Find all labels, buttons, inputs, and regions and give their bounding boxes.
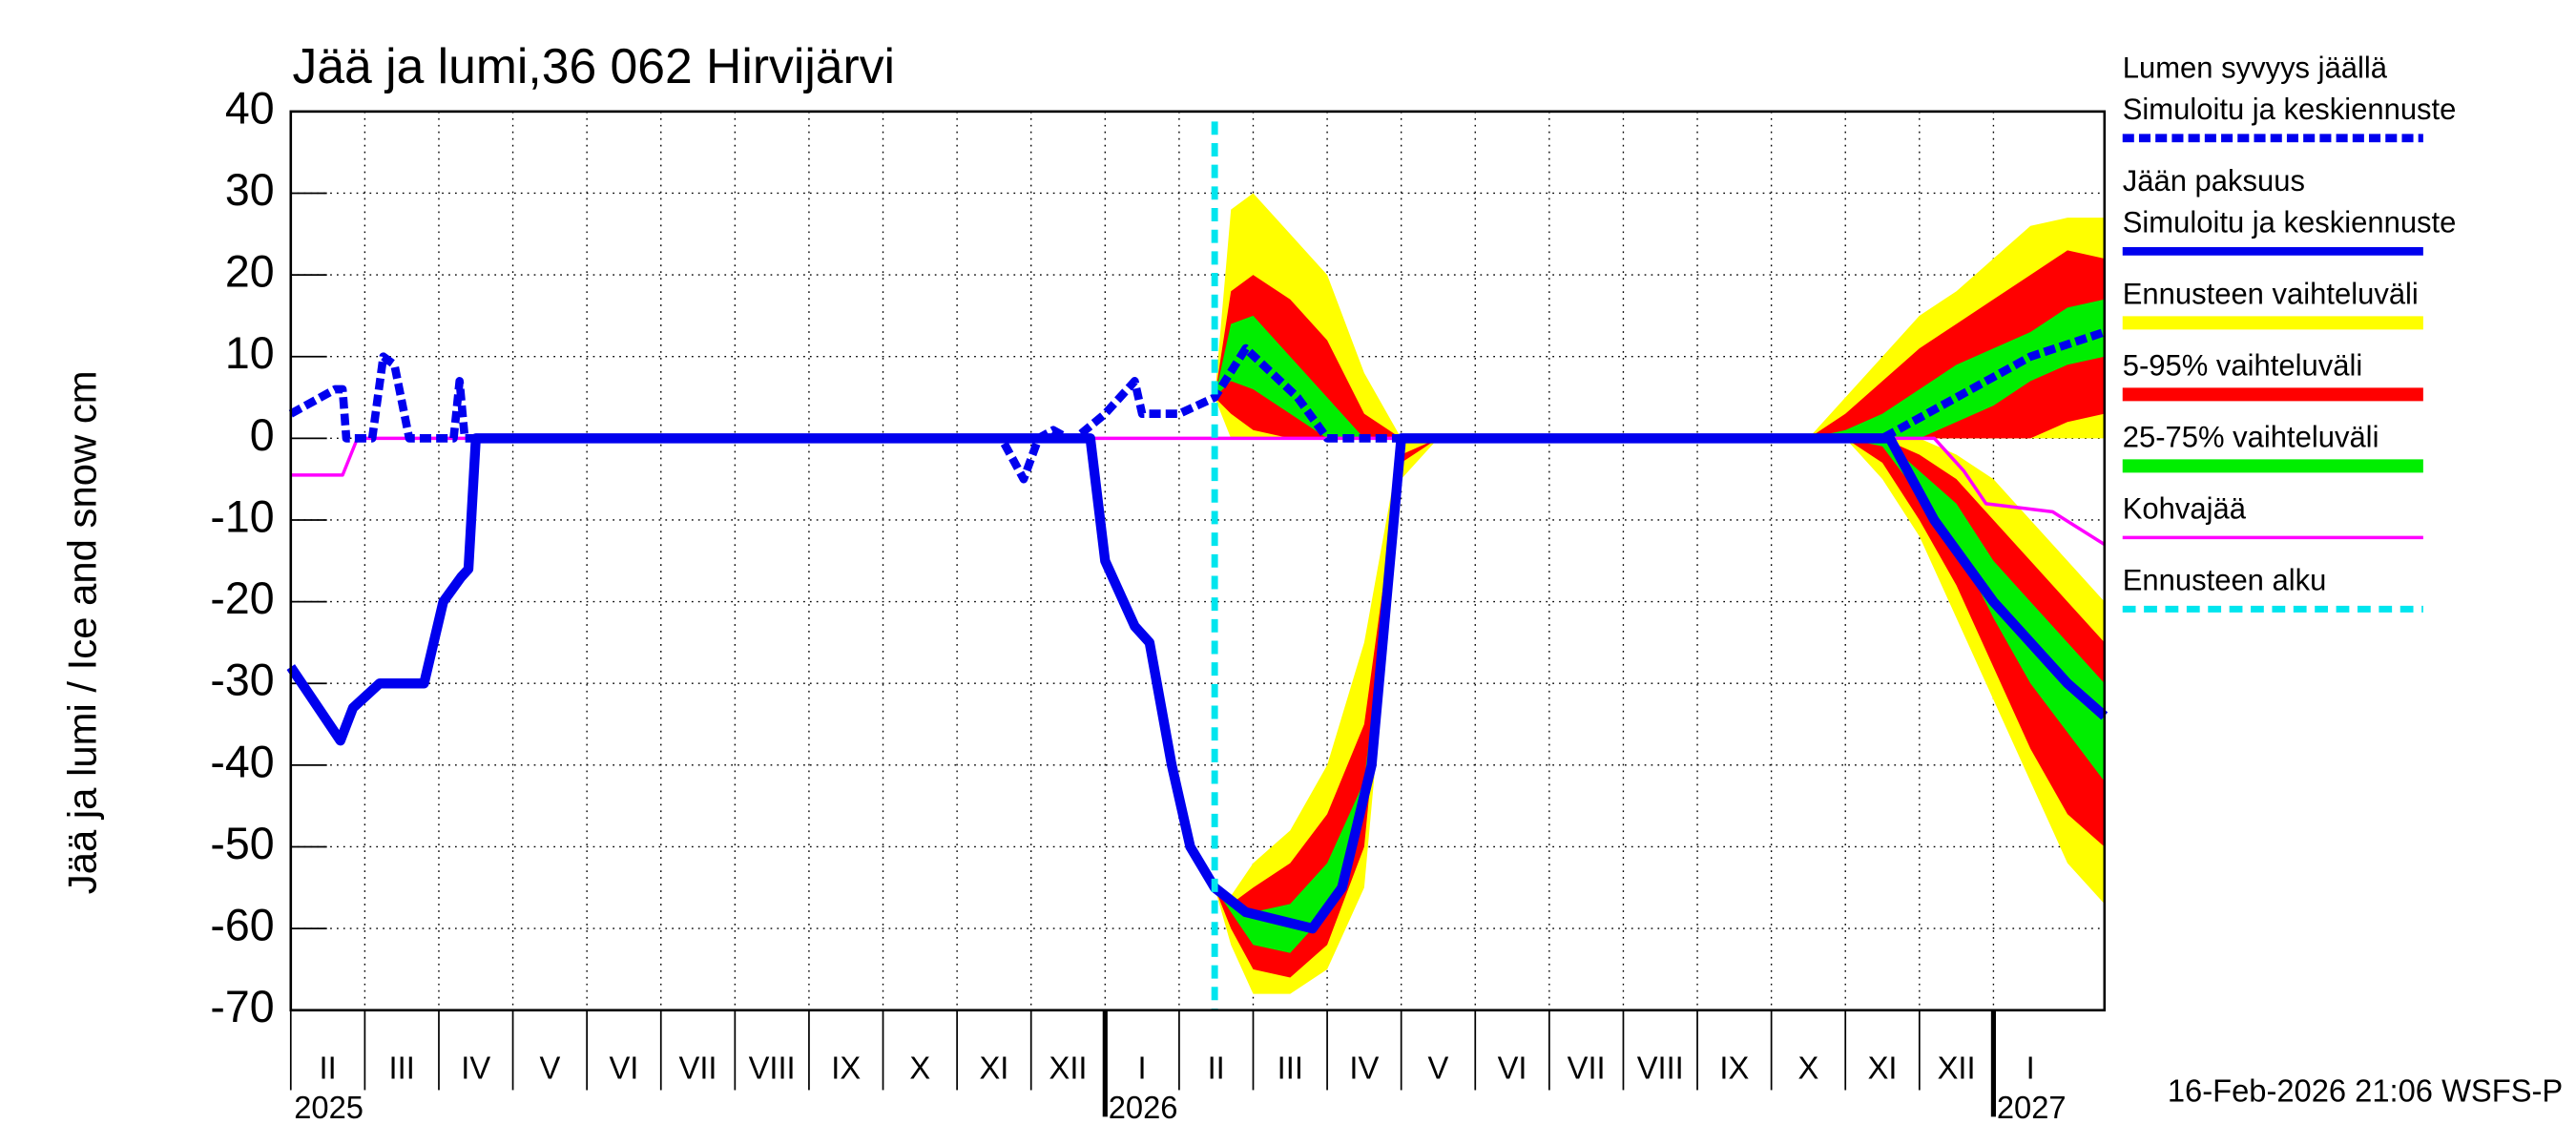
x-tick-label: VIII — [1637, 1050, 1684, 1085]
x-tick-label: III — [389, 1050, 415, 1085]
legend-label: Simuloitu ja keskiennuste — [2123, 206, 2457, 239]
chart-title: Jää ja lumi,36 062 Hirvijärvi — [293, 39, 896, 94]
year-label: 2026 — [1109, 1090, 1178, 1125]
y-tick-label: 0 — [250, 410, 275, 460]
forecast-band — [1215, 250, 2105, 439]
x-tick-label: IX — [1719, 1050, 1749, 1085]
x-tick-label: V — [1428, 1050, 1449, 1085]
x-tick-label: IV — [1349, 1050, 1379, 1085]
y-tick-label: 10 — [225, 328, 275, 378]
y-tick-label: -60 — [210, 900, 274, 949]
x-tick-label: XII — [1938, 1050, 1976, 1085]
x-tick-label: XI — [1868, 1050, 1898, 1085]
x-tick-label: IX — [831, 1050, 861, 1085]
y-tick-label: -30 — [210, 655, 274, 704]
legend-label: Lumen syvyys jäällä — [2123, 51, 2388, 84]
x-tick-label: XII — [1049, 1050, 1088, 1085]
x-tick-label: X — [1798, 1050, 1819, 1085]
year-label: 2027 — [1997, 1090, 2067, 1125]
y-tick-label: -40 — [210, 737, 274, 786]
x-tick-label: IV — [461, 1050, 490, 1085]
legend-label: Kohvajää — [2123, 492, 2247, 526]
legend-label: 25-75% vaihteluväli — [2123, 421, 2379, 454]
x-tick-label: VII — [679, 1050, 717, 1085]
legend-label: Simuloitu ja keskiennuste — [2123, 93, 2457, 126]
y-tick-label: -10 — [210, 491, 274, 541]
legend-label: 5-95% vaihteluväli — [2123, 349, 2362, 383]
legend-label: Ennusteen alku — [2123, 564, 2327, 597]
y-tick-label: -20 — [210, 573, 274, 623]
forecast-band — [1215, 438, 2105, 953]
x-tick-label: VI — [1498, 1050, 1527, 1085]
plot-frame — [289, 110, 2107, 1012]
x-tick-label: II — [1208, 1050, 1225, 1085]
x-tick-label: VIII — [749, 1050, 796, 1085]
x-tick-label: V — [539, 1050, 560, 1085]
x-tick-label: VII — [1568, 1050, 1606, 1085]
series-line — [286, 433, 2109, 934]
series-line — [288, 327, 2107, 484]
forecast-band — [1215, 193, 2105, 439]
x-tick-label: I — [1138, 1050, 1147, 1085]
y-tick-label: -70 — [210, 982, 274, 1031]
x-tick-label: VI — [610, 1050, 639, 1085]
footer: 16-Feb-2026 21:06 WSFS-P — [2168, 1072, 2563, 1108]
x-tick-label: X — [909, 1050, 930, 1085]
x-tick-label: I — [2026, 1050, 2035, 1085]
legend-label: Jään paksuus — [2123, 164, 2305, 198]
y-tick-label: 20 — [225, 246, 275, 296]
year-label: 2025 — [294, 1090, 364, 1125]
x-tick-label: XI — [979, 1050, 1008, 1085]
x-tick-label: III — [1278, 1050, 1303, 1085]
legend-label: Ennusteen vaihteluväli — [2123, 278, 2419, 311]
y-tick-label: 40 — [225, 83, 275, 133]
y-tick-label: 30 — [225, 165, 275, 215]
y-axis-label: Jää ja lumi / Ice and snow cm — [60, 370, 105, 894]
y-tick-label: -50 — [210, 819, 274, 868]
x-tick-label: II — [319, 1050, 336, 1085]
series-line — [290, 436, 2106, 547]
